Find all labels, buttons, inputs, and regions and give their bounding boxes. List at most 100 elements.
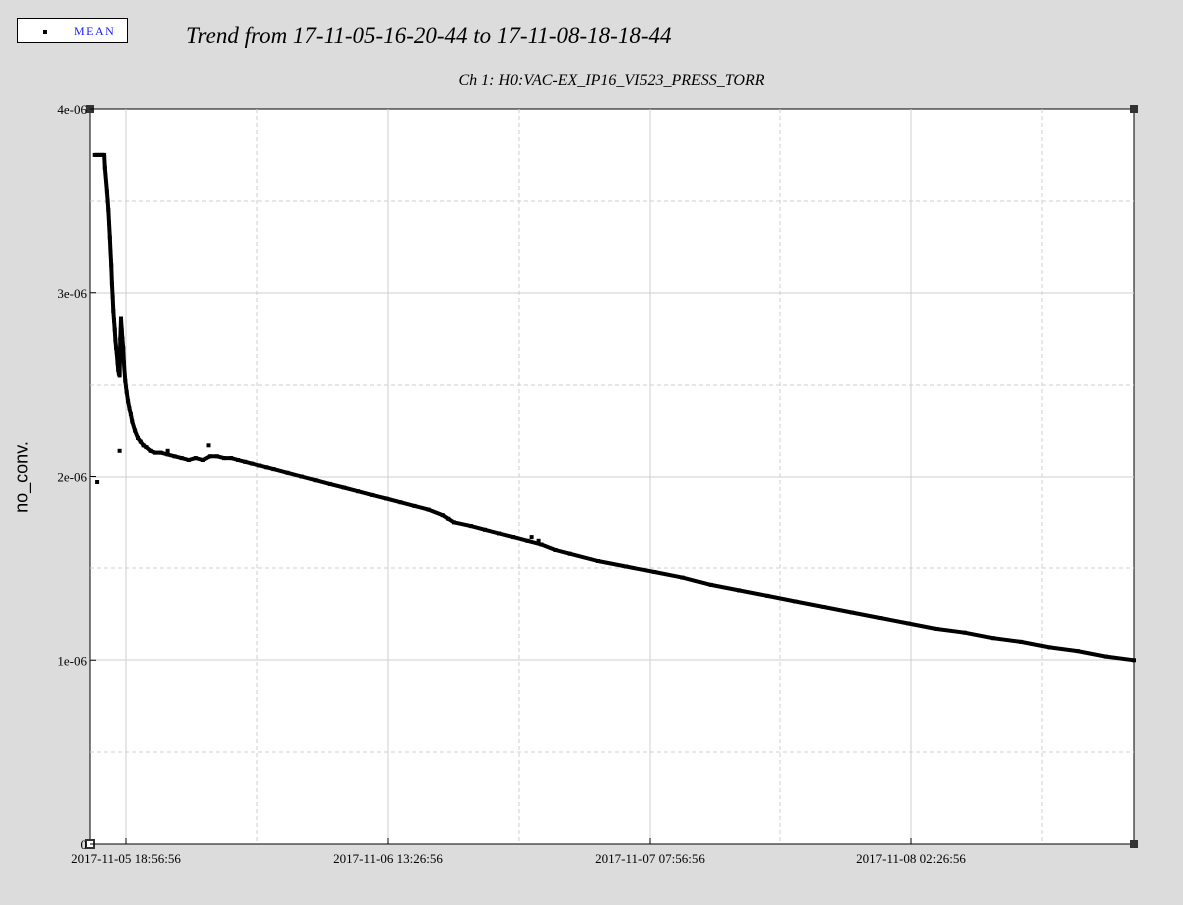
data-point: [398, 500, 403, 505]
data-point: [1047, 645, 1052, 650]
data-point: [356, 489, 361, 494]
data-point: [120, 336, 125, 341]
legend-label-mean: MEAN: [74, 24, 116, 38]
corner-handle-top-right[interactable]: [1130, 105, 1138, 113]
y-tick-label: 2e-06: [57, 470, 87, 485]
data-point: [299, 474, 304, 479]
data-point: [1103, 654, 1108, 659]
y-tick-label: 3e-06: [57, 286, 87, 301]
x-tick-label: 2017-11-08 02:26:56: [856, 851, 966, 866]
data-point: [370, 492, 375, 497]
data-point: [126, 399, 131, 404]
data-point: [229, 456, 234, 461]
data-point: [250, 461, 255, 466]
legend-marker-square: [43, 30, 47, 34]
data-point: [243, 459, 248, 464]
data-point: [990, 636, 995, 641]
y-axis: 0 1e-06 2e-06 3e-06 4e-06: [57, 102, 96, 852]
data-point: [193, 456, 198, 461]
data-point: [595, 559, 600, 563]
data-point: [483, 527, 487, 532]
chart-title: Ch 1: H0:VAC-EX_IP16_VI523_PRESS_TORR: [458, 72, 765, 89]
data-point: [186, 458, 191, 462]
legend[interactable]: MEAN: [17, 18, 128, 43]
data-point: [426, 507, 431, 512]
data-point: [567, 551, 572, 556]
y-tick-label: 1e-06: [57, 653, 87, 668]
data-point: [116, 367, 121, 372]
data-point: [117, 373, 122, 378]
data-point: [821, 605, 826, 609]
data-point: [121, 345, 126, 350]
data-point: [104, 189, 109, 194]
data-point: [536, 538, 541, 543]
data-point: [136, 435, 140, 440]
data-point: [141, 443, 146, 448]
data-point: [708, 582, 713, 587]
data-point: [207, 454, 212, 459]
data-point: [109, 263, 114, 268]
data-point: [765, 593, 770, 598]
data-point: [285, 470, 290, 475]
data-point: [107, 220, 111, 225]
corner-handle-bottom-right[interactable]: [1130, 840, 1138, 848]
data-point: [102, 165, 107, 170]
data-point: [152, 450, 157, 455]
data-point: [128, 412, 133, 416]
data-point: [737, 588, 741, 593]
data-point: [127, 406, 132, 411]
data-point: [111, 309, 116, 314]
data-point: [102, 152, 107, 157]
data-point: [497, 531, 502, 536]
data-point: [906, 621, 911, 626]
y-tick-label: 0: [81, 837, 88, 852]
data-point: [92, 152, 97, 157]
x-tick-label: 2017-11-05 18:56:56: [71, 851, 181, 866]
data-point: [200, 458, 205, 462]
data-point: [144, 445, 149, 450]
data-point: [264, 465, 269, 470]
data-point: [553, 548, 558, 552]
data-point: [130, 419, 135, 424]
data-point: [110, 294, 115, 299]
data-point: [158, 450, 163, 455]
data-point: [114, 351, 119, 356]
data-point: [95, 480, 100, 484]
data-point: [384, 496, 389, 501]
data-point: [124, 390, 129, 394]
data-point: [313, 478, 318, 483]
data-point: [539, 542, 544, 547]
data-point: [652, 570, 657, 574]
data-point: [680, 575, 685, 580]
x-tick-label: 2017-11-07 07:56:56: [595, 851, 705, 866]
data-point: [962, 630, 967, 635]
data-point: [107, 235, 112, 240]
data-point: [105, 198, 110, 203]
data-point: [115, 360, 120, 365]
data-point: [133, 428, 138, 433]
data-point: [934, 627, 939, 631]
data-point: [179, 456, 184, 461]
data-point: [95, 152, 100, 157]
data-point: [525, 538, 530, 543]
data-point: [119, 316, 123, 321]
data-point: [236, 458, 241, 462]
data-point: [412, 503, 417, 508]
data-point: [440, 513, 445, 518]
data-point: [1132, 658, 1136, 663]
data-point: [511, 535, 516, 540]
data-point: [529, 535, 534, 540]
data-point: [172, 454, 177, 459]
data-point: [118, 336, 123, 341]
data-point: [123, 378, 128, 383]
data-point: [109, 281, 114, 286]
data-point: [119, 327, 124, 332]
data-point: [215, 454, 219, 459]
grid: [90, 109, 1134, 844]
data-point: [1019, 639, 1024, 644]
data-point: [100, 152, 104, 157]
data-point: [257, 463, 262, 468]
data-point: [117, 448, 122, 453]
